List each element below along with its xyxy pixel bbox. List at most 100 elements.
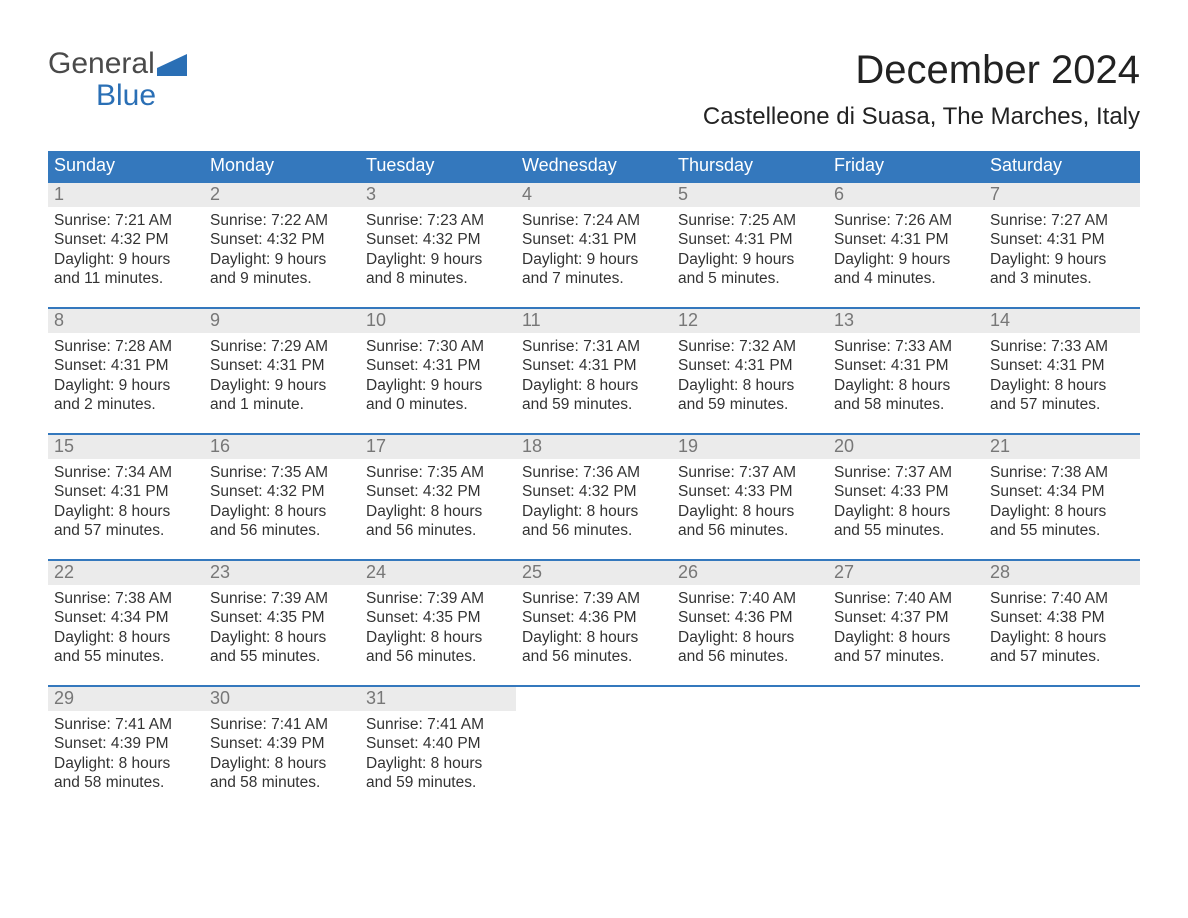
daylight-line2: and 59 minutes.	[522, 395, 666, 414]
day-body: Sunrise: 7:23 AMSunset: 4:32 PMDaylight:…	[366, 211, 510, 289]
sunset-text: Sunset: 4:31 PM	[834, 356, 978, 375]
day-number-row: 10	[360, 309, 516, 333]
daylight-line1: Daylight: 8 hours	[990, 628, 1134, 647]
day-number: 26	[678, 562, 698, 582]
daylight-line1: Daylight: 8 hours	[990, 502, 1134, 521]
day-number-row: 31	[360, 687, 516, 711]
day-cell: 23Sunrise: 7:39 AMSunset: 4:35 PMDayligh…	[204, 561, 360, 685]
calendar: Sunday Monday Tuesday Wednesday Thursday…	[48, 151, 1140, 811]
day-body: Sunrise: 7:31 AMSunset: 4:31 PMDaylight:…	[522, 337, 666, 415]
daylight-line1: Daylight: 8 hours	[210, 502, 354, 521]
day-cell: 28Sunrise: 7:40 AMSunset: 4:38 PMDayligh…	[984, 561, 1140, 685]
day-number-row: 30	[204, 687, 360, 711]
day-cell	[516, 687, 672, 811]
day-body: Sunrise: 7:26 AMSunset: 4:31 PMDaylight:…	[834, 211, 978, 289]
sunset-text: Sunset: 4:33 PM	[678, 482, 822, 501]
day-number: 21	[990, 436, 1010, 456]
daylight-line2: and 11 minutes.	[54, 269, 198, 288]
sunset-text: Sunset: 4:31 PM	[522, 230, 666, 249]
daylight-line1: Daylight: 8 hours	[366, 628, 510, 647]
sunrise-text: Sunrise: 7:40 AM	[834, 589, 978, 608]
day-number-row: 28	[984, 561, 1140, 585]
page-header: General Blue December 2024 Castelleone d…	[48, 48, 1140, 131]
dow-sunday: Sunday	[48, 151, 204, 181]
sunset-text: Sunset: 4:33 PM	[834, 482, 978, 501]
sunrise-text: Sunrise: 7:28 AM	[54, 337, 198, 356]
day-body: Sunrise: 7:35 AMSunset: 4:32 PMDaylight:…	[210, 463, 354, 541]
sunset-text: Sunset: 4:32 PM	[366, 482, 510, 501]
day-cell: 29Sunrise: 7:41 AMSunset: 4:39 PMDayligh…	[48, 687, 204, 811]
sunset-text: Sunset: 4:36 PM	[678, 608, 822, 627]
sunrise-text: Sunrise: 7:41 AM	[210, 715, 354, 734]
sunrise-text: Sunrise: 7:40 AM	[678, 589, 822, 608]
sunset-text: Sunset: 4:31 PM	[366, 356, 510, 375]
day-number-row: 12	[672, 309, 828, 333]
daylight-line1: Daylight: 8 hours	[990, 376, 1134, 395]
day-cell: 20Sunrise: 7:37 AMSunset: 4:33 PMDayligh…	[828, 435, 984, 559]
sunset-text: Sunset: 4:32 PM	[366, 230, 510, 249]
sunset-text: Sunset: 4:34 PM	[54, 608, 198, 627]
sunset-text: Sunset: 4:31 PM	[54, 356, 198, 375]
week-row: 29Sunrise: 7:41 AMSunset: 4:39 PMDayligh…	[48, 685, 1140, 811]
day-number: 23	[210, 562, 230, 582]
day-number: 1	[54, 184, 64, 204]
day-cell	[672, 687, 828, 811]
sunrise-text: Sunrise: 7:24 AM	[522, 211, 666, 230]
sunset-text: Sunset: 4:31 PM	[54, 482, 198, 501]
daylight-line2: and 56 minutes.	[366, 521, 510, 540]
sunrise-text: Sunrise: 7:35 AM	[366, 463, 510, 482]
sunrise-text: Sunrise: 7:26 AM	[834, 211, 978, 230]
day-body: Sunrise: 7:29 AMSunset: 4:31 PMDaylight:…	[210, 337, 354, 415]
day-number: 3	[366, 184, 376, 204]
daylight-line2: and 55 minutes.	[990, 521, 1134, 540]
sunrise-text: Sunrise: 7:30 AM	[366, 337, 510, 356]
sunrise-text: Sunrise: 7:25 AM	[678, 211, 822, 230]
week-row: 8Sunrise: 7:28 AMSunset: 4:31 PMDaylight…	[48, 307, 1140, 433]
day-body: Sunrise: 7:24 AMSunset: 4:31 PMDaylight:…	[522, 211, 666, 289]
day-cell: 5Sunrise: 7:25 AMSunset: 4:31 PMDaylight…	[672, 183, 828, 307]
sunrise-text: Sunrise: 7:38 AM	[990, 463, 1134, 482]
daylight-line2: and 58 minutes.	[210, 773, 354, 792]
daylight-line1: Daylight: 8 hours	[678, 376, 822, 395]
day-number: 14	[990, 310, 1010, 330]
daylight-line2: and 59 minutes.	[678, 395, 822, 414]
day-number-row: 26	[672, 561, 828, 585]
day-cell: 30Sunrise: 7:41 AMSunset: 4:39 PMDayligh…	[204, 687, 360, 811]
sunrise-text: Sunrise: 7:39 AM	[210, 589, 354, 608]
day-number-row: 6	[828, 183, 984, 207]
sunrise-text: Sunrise: 7:33 AM	[834, 337, 978, 356]
sunrise-text: Sunrise: 7:38 AM	[54, 589, 198, 608]
daylight-line1: Daylight: 9 hours	[210, 376, 354, 395]
day-number-row: 16	[204, 435, 360, 459]
day-body: Sunrise: 7:34 AMSunset: 4:31 PMDaylight:…	[54, 463, 198, 541]
sunset-text: Sunset: 4:35 PM	[366, 608, 510, 627]
day-body: Sunrise: 7:33 AMSunset: 4:31 PMDaylight:…	[834, 337, 978, 415]
day-cell: 17Sunrise: 7:35 AMSunset: 4:32 PMDayligh…	[360, 435, 516, 559]
week-row: 1Sunrise: 7:21 AMSunset: 4:32 PMDaylight…	[48, 181, 1140, 307]
day-number-row: 18	[516, 435, 672, 459]
sunrise-text: Sunrise: 7:39 AM	[522, 589, 666, 608]
daylight-line2: and 57 minutes.	[990, 395, 1134, 414]
sunrise-text: Sunrise: 7:41 AM	[54, 715, 198, 734]
day-body: Sunrise: 7:28 AMSunset: 4:31 PMDaylight:…	[54, 337, 198, 415]
day-cell: 22Sunrise: 7:38 AMSunset: 4:34 PMDayligh…	[48, 561, 204, 685]
day-cell: 14Sunrise: 7:33 AMSunset: 4:31 PMDayligh…	[984, 309, 1140, 433]
daylight-line1: Daylight: 9 hours	[990, 250, 1134, 269]
day-number-row: 7	[984, 183, 1140, 207]
daylight-line1: Daylight: 9 hours	[54, 376, 198, 395]
day-number: 7	[990, 184, 1000, 204]
day-number: 25	[522, 562, 542, 582]
day-body: Sunrise: 7:37 AMSunset: 4:33 PMDaylight:…	[678, 463, 822, 541]
day-body: Sunrise: 7:25 AMSunset: 4:31 PMDaylight:…	[678, 211, 822, 289]
daylight-line2: and 2 minutes.	[54, 395, 198, 414]
day-number-row: 11	[516, 309, 672, 333]
day-body: Sunrise: 7:37 AMSunset: 4:33 PMDaylight:…	[834, 463, 978, 541]
day-number-row: 19	[672, 435, 828, 459]
day-number: 29	[54, 688, 74, 708]
day-number: 18	[522, 436, 542, 456]
logo-flag-icon	[157, 54, 187, 76]
day-cell: 31Sunrise: 7:41 AMSunset: 4:40 PMDayligh…	[360, 687, 516, 811]
sunset-text: Sunset: 4:38 PM	[990, 608, 1134, 627]
day-cell: 2Sunrise: 7:22 AMSunset: 4:32 PMDaylight…	[204, 183, 360, 307]
daylight-line2: and 55 minutes.	[834, 521, 978, 540]
